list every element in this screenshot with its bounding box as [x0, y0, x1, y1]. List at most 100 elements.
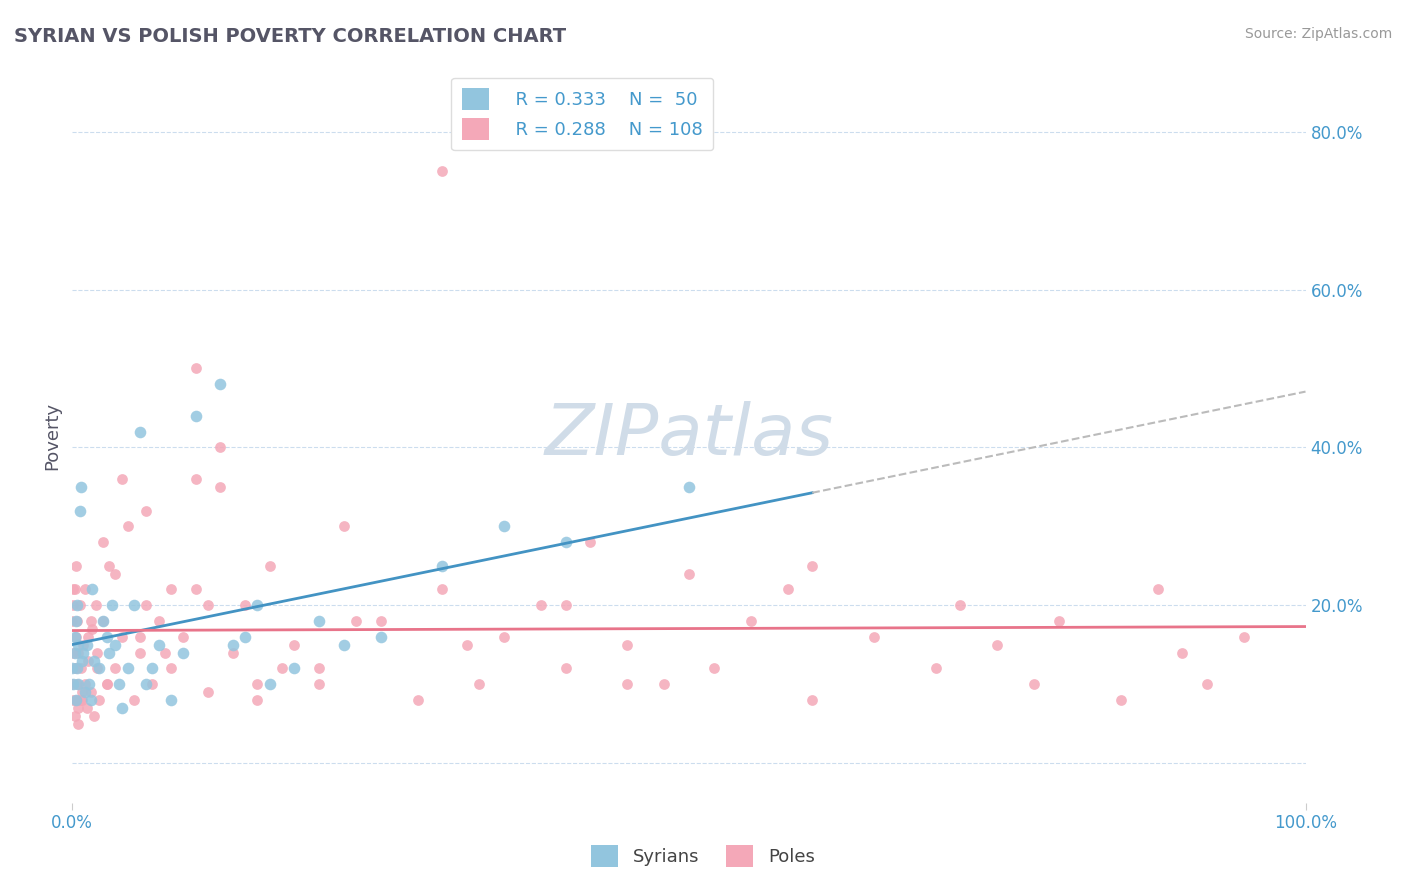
- Point: [70, 685, 93, 699]
- Point: [172, 630, 194, 644]
- Point: [221, 638, 243, 652]
- Point: [776, 582, 799, 597]
- Point: [117, 519, 139, 533]
- Point: [80, 685, 103, 699]
- Point: [67, 701, 90, 715]
- Point: [100, 599, 122, 613]
- Point: [62, 646, 84, 660]
- Point: [63, 630, 86, 644]
- Point: [65, 661, 87, 675]
- Point: [184, 582, 207, 597]
- Point: [84, 599, 107, 613]
- Point: [148, 614, 170, 628]
- Text: SYRIAN VS POLISH POVERTY CORRELATION CHART: SYRIAN VS POLISH POVERTY CORRELATION CHA…: [14, 27, 567, 45]
- Point: [209, 377, 232, 392]
- Point: [62, 582, 84, 597]
- Point: [83, 708, 105, 723]
- Point: [702, 661, 724, 675]
- Point: [60, 661, 83, 675]
- Point: [72, 646, 94, 660]
- Point: [221, 646, 243, 660]
- Point: [246, 693, 269, 707]
- Point: [108, 677, 131, 691]
- Point: [70, 653, 93, 667]
- Point: [308, 677, 330, 691]
- Point: [122, 693, 145, 707]
- Point: [678, 480, 700, 494]
- Point: [1047, 614, 1070, 628]
- Point: [492, 630, 515, 644]
- Point: [65, 693, 87, 707]
- Point: [172, 646, 194, 660]
- Point: [117, 661, 139, 675]
- Point: [432, 582, 454, 597]
- Point: [1109, 693, 1132, 707]
- Point: [104, 638, 127, 652]
- Point: [270, 661, 292, 675]
- Point: [332, 638, 354, 652]
- Point: [406, 693, 429, 707]
- Point: [63, 582, 86, 597]
- Point: [70, 480, 93, 494]
- Point: [73, 582, 96, 597]
- Point: [209, 441, 232, 455]
- Point: [554, 599, 576, 613]
- Point: [79, 677, 101, 691]
- Point: [148, 638, 170, 652]
- Point: [530, 599, 553, 613]
- Point: [160, 582, 183, 597]
- Point: [863, 630, 886, 644]
- Point: [456, 638, 478, 652]
- Point: [76, 638, 98, 652]
- Point: [76, 701, 98, 715]
- Point: [89, 661, 111, 675]
- Point: [153, 646, 176, 660]
- Point: [283, 638, 305, 652]
- Point: [801, 693, 824, 707]
- Point: [197, 685, 219, 699]
- Point: [91, 614, 114, 628]
- Point: [184, 472, 207, 486]
- Point: [72, 638, 94, 652]
- Point: [344, 614, 367, 628]
- Point: [110, 701, 132, 715]
- Point: [91, 535, 114, 549]
- Point: [259, 558, 281, 573]
- Point: [63, 661, 86, 675]
- Point: [616, 638, 638, 652]
- Point: [141, 677, 163, 691]
- Point: [96, 677, 118, 691]
- Point: [66, 661, 89, 675]
- Point: [80, 693, 103, 707]
- Point: [129, 425, 152, 439]
- Point: [91, 614, 114, 628]
- Point: [986, 638, 1008, 652]
- Point: [80, 614, 103, 628]
- Point: [65, 558, 87, 573]
- Point: [67, 716, 90, 731]
- Point: [65, 630, 87, 644]
- Point: [62, 599, 84, 613]
- Point: [370, 630, 392, 644]
- Point: [122, 599, 145, 613]
- Point: [1024, 677, 1046, 691]
- Point: [104, 661, 127, 675]
- Point: [209, 480, 232, 494]
- Point: [135, 677, 157, 691]
- Point: [67, 646, 90, 660]
- Point: [246, 677, 269, 691]
- Point: [66, 599, 89, 613]
- Point: [96, 630, 118, 644]
- Point: [66, 677, 89, 691]
- Point: [129, 630, 152, 644]
- Point: [554, 535, 576, 549]
- Point: [65, 693, 87, 707]
- Point: [652, 677, 675, 691]
- Point: [308, 614, 330, 628]
- Point: [197, 599, 219, 613]
- Point: [63, 646, 86, 660]
- Point: [98, 558, 121, 573]
- Point: [678, 566, 700, 581]
- Legend:   R = 0.333    N =  50,   R = 0.288    N = 108: R = 0.333 N = 50, R = 0.288 N = 108: [451, 78, 713, 151]
- Point: [86, 646, 108, 660]
